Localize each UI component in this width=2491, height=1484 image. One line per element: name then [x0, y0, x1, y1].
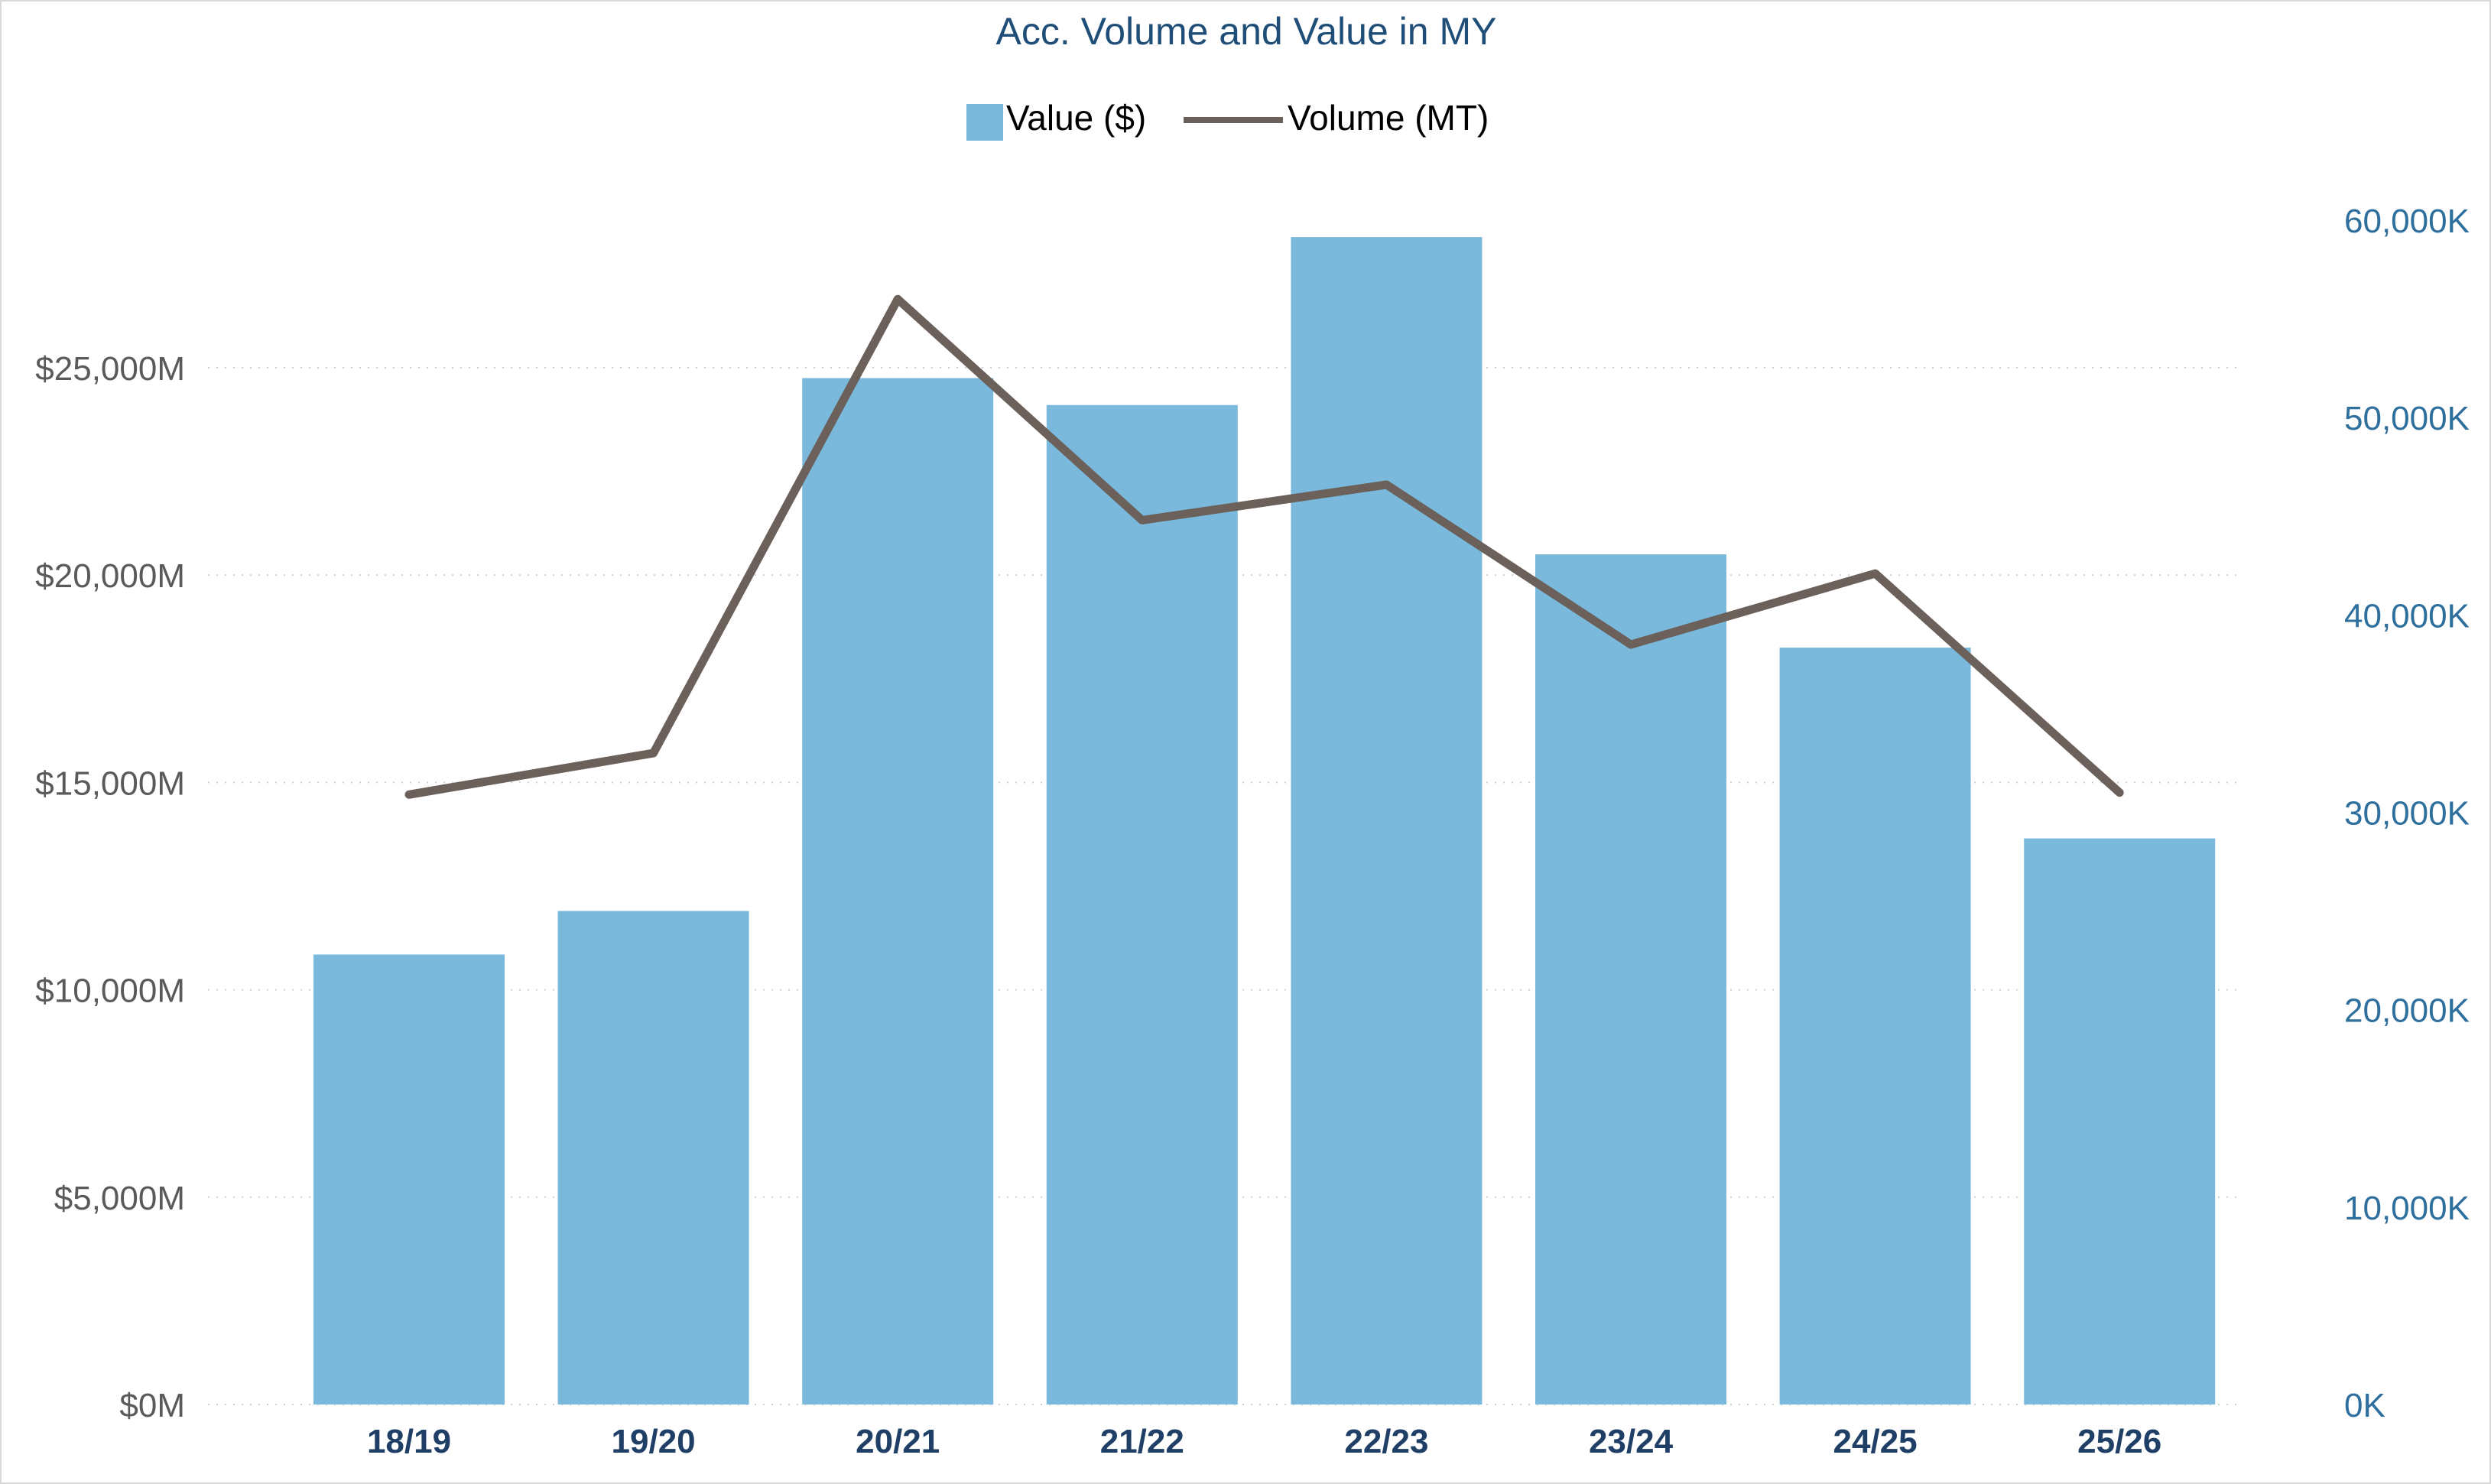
bar	[557, 911, 749, 1404]
legend: Value ($) Volume (MT)	[966, 98, 1489, 141]
category-tick-label: 20/21	[856, 1423, 940, 1460]
left-axis-tick-label: $15,000M	[35, 765, 185, 802]
right-axis-tick-label: 50,000K	[2344, 400, 2470, 437]
left-axis-tick-label: $20,000M	[35, 557, 185, 595]
bar	[1535, 554, 1726, 1404]
line-series-volume	[404, 294, 2124, 799]
volume-point	[649, 749, 658, 758]
right-axis-tick-label: 40,000K	[2344, 597, 2470, 635]
legend-volume-label: Volume (MT)	[1288, 98, 1489, 138]
right-axis-ticks: 0K 10,000K 20,000K 30,000K 40,000K 50,000K 60,…	[2344, 203, 2470, 1424]
left-axis-tick-label: $0M	[119, 1387, 185, 1424]
category-tick-label: 25/26	[2077, 1423, 2161, 1460]
bar-series-value	[313, 237, 2216, 1405]
category-tick-label: 19/20	[612, 1423, 696, 1460]
legend-value-label: Value ($)	[1006, 98, 1146, 138]
legend-value-swatch	[966, 104, 1003, 141]
right-axis-tick-label: 60,000K	[2344, 203, 2470, 240]
chart-title: Acc. Volume and Value in MY	[996, 10, 1497, 53]
left-axis-ticks: $0M $5,000M $10,000M $15,000M $20,000M $25,00…	[35, 350, 185, 1424]
volume-point	[894, 295, 902, 304]
left-axis-tick-label: $10,000M	[35, 973, 185, 1010]
left-axis-tick-label: $5,000M	[54, 1180, 185, 1217]
category-tick-label: 18/19	[367, 1423, 451, 1460]
bar	[2024, 838, 2216, 1404]
bar	[1046, 404, 1238, 1405]
volume-point	[1627, 641, 1635, 649]
left-axis-tick-label: $25,000M	[35, 350, 185, 388]
volume-point	[1138, 516, 1146, 524]
right-axis-tick-label: 20,000K	[2344, 992, 2470, 1030]
bar	[1779, 648, 1971, 1404]
bar	[802, 378, 994, 1404]
bar	[1291, 237, 1483, 1404]
volume-point	[2116, 788, 2124, 797]
volume-point	[405, 791, 413, 799]
right-axis-tick-label: 0K	[2344, 1387, 2385, 1424]
bar	[313, 954, 505, 1404]
category-tick-label: 22/23	[1344, 1423, 1428, 1460]
volume-line	[404, 294, 2124, 799]
category-axis-ticks: 18/19 19/20 20/21 21/22 22/23 23/24 24/25 25/26	[367, 1423, 2161, 1460]
volume-point	[1871, 570, 1879, 578]
right-axis-tick-label: 30,000K	[2344, 795, 2470, 833]
category-tick-label: 23/24	[1589, 1423, 1674, 1460]
right-axis-tick-label: 10,000K	[2344, 1190, 2470, 1227]
category-tick-label: 21/22	[1100, 1423, 1184, 1460]
volume-point	[1382, 480, 1391, 489]
category-tick-label: 24/25	[1833, 1423, 1918, 1460]
